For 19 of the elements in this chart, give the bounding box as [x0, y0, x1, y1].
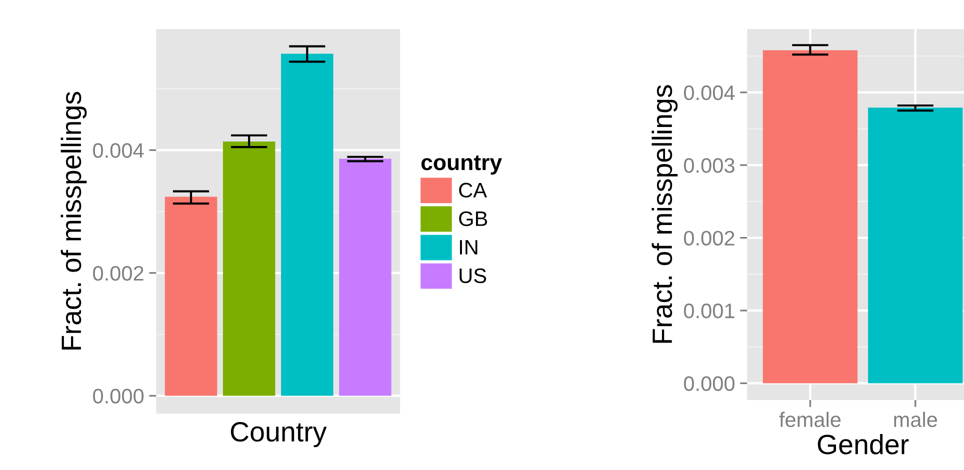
legend-label: CA [459, 182, 487, 198]
y-axis-title: Fract. of misspellings [652, 85, 678, 343]
y-tick-label: 0.003 [684, 158, 734, 173]
legend-label: GB [459, 211, 488, 226]
legend-label: US [460, 268, 486, 284]
y-tick-label: 0.002 [684, 230, 734, 246]
legend-title: country [421, 156, 502, 175]
x-tick-label: male [894, 412, 938, 428]
y-tick-label: 0.000 [684, 376, 734, 391]
y-tick-label: 0.004 [93, 143, 144, 158]
x-axis-title: Gender [818, 434, 909, 454]
x-tick-label: female [779, 412, 841, 428]
y-tick-label: 0.002 [93, 266, 144, 281]
y-tick-label: 0.000 [93, 388, 144, 404]
x-axis-title: Country [230, 422, 327, 448]
y-tick-label: 0.001 [684, 304, 734, 318]
legend-label: IN [460, 240, 478, 254]
y-axis-title: Fract. of misspellings [60, 92, 87, 350]
y-tick-label: 0.004 [684, 85, 735, 100]
